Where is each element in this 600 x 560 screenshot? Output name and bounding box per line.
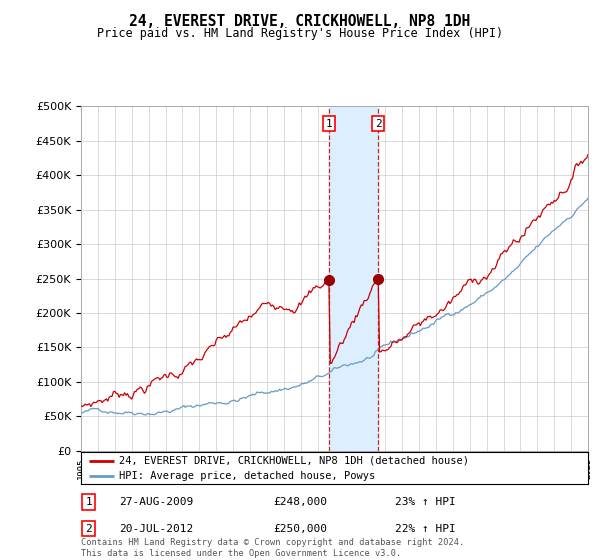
Text: Contains HM Land Registry data © Crown copyright and database right 2024.
This d: Contains HM Land Registry data © Crown c… <box>81 538 464 558</box>
Text: £248,000: £248,000 <box>274 497 328 507</box>
Bar <box>586 106 588 451</box>
Text: 20-JUL-2012: 20-JUL-2012 <box>119 524 193 534</box>
Text: 24, EVEREST DRIVE, CRICKHOWELL, NP8 1DH: 24, EVEREST DRIVE, CRICKHOWELL, NP8 1DH <box>130 14 470 29</box>
Text: HPI: Average price, detached house, Powys: HPI: Average price, detached house, Powy… <box>119 472 375 481</box>
Bar <box>329 106 378 451</box>
Text: 27-AUG-2009: 27-AUG-2009 <box>119 497 193 507</box>
Text: 1: 1 <box>85 497 92 507</box>
Text: 23% ↑ HPI: 23% ↑ HPI <box>395 497 456 507</box>
Text: 22% ↑ HPI: 22% ↑ HPI <box>395 524 456 534</box>
Text: 2: 2 <box>375 119 382 129</box>
Text: 2: 2 <box>85 524 92 534</box>
Text: £250,000: £250,000 <box>274 524 328 534</box>
Text: 24, EVEREST DRIVE, CRICKHOWELL, NP8 1DH (detached house): 24, EVEREST DRIVE, CRICKHOWELL, NP8 1DH … <box>119 456 469 466</box>
Text: Price paid vs. HM Land Registry's House Price Index (HPI): Price paid vs. HM Land Registry's House … <box>97 27 503 40</box>
Text: 1: 1 <box>325 119 332 129</box>
